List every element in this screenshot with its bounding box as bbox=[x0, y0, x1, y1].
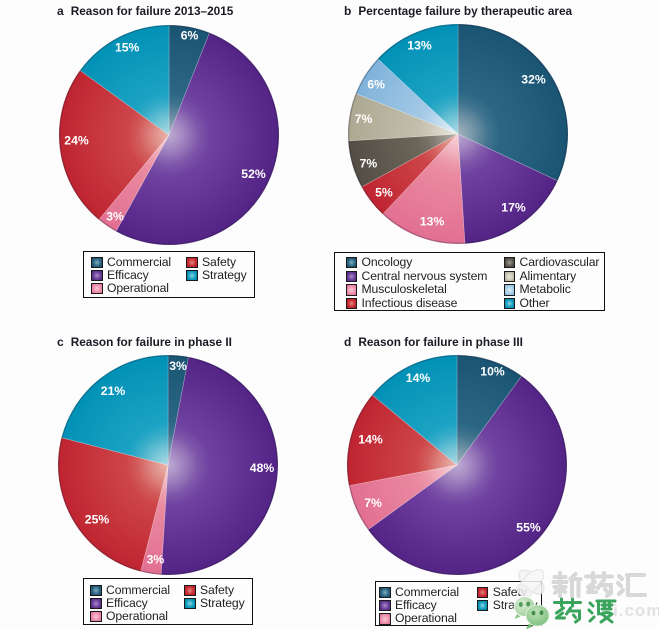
svg-text:6%: 6% bbox=[180, 28, 198, 42]
svg-text:32%: 32% bbox=[521, 73, 546, 87]
svg-text:14%: 14% bbox=[358, 432, 383, 446]
svg-text:25%: 25% bbox=[84, 513, 109, 527]
svg-text:7%: 7% bbox=[359, 156, 377, 170]
svg-text:21%: 21% bbox=[100, 384, 125, 398]
svg-text:3%: 3% bbox=[169, 359, 187, 373]
svg-text:7%: 7% bbox=[364, 496, 382, 510]
svg-text:13%: 13% bbox=[419, 215, 444, 229]
svg-text:52%: 52% bbox=[241, 166, 266, 180]
svg-text:14%: 14% bbox=[405, 371, 430, 385]
svg-text:5%: 5% bbox=[375, 186, 393, 200]
svg-text:7%: 7% bbox=[354, 112, 372, 126]
svg-text:3%: 3% bbox=[106, 209, 124, 223]
svg-text:17%: 17% bbox=[501, 201, 526, 215]
svg-text:15%: 15% bbox=[114, 40, 139, 54]
svg-text:3%: 3% bbox=[146, 553, 164, 567]
svg-text:10%: 10% bbox=[480, 364, 505, 378]
svg-text:48%: 48% bbox=[249, 461, 274, 475]
svg-text:13%: 13% bbox=[407, 38, 432, 52]
svg-text:55%: 55% bbox=[516, 520, 541, 534]
svg-text:24%: 24% bbox=[64, 133, 89, 147]
svg-text:6%: 6% bbox=[367, 78, 385, 92]
